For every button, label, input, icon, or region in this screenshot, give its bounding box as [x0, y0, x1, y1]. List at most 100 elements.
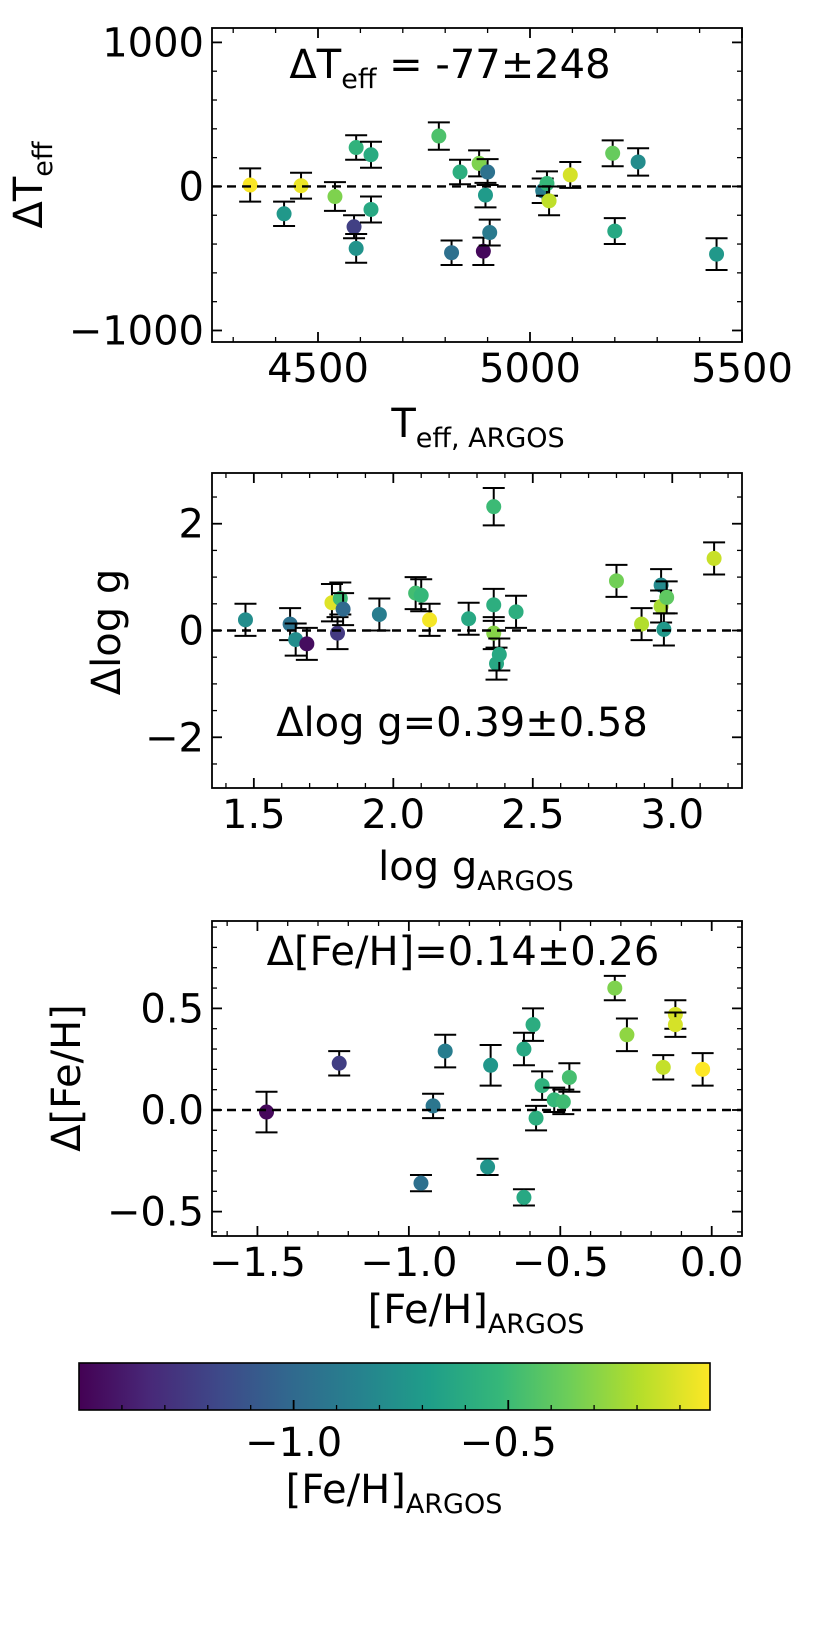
data-marker	[348, 140, 364, 156]
data-point	[345, 134, 368, 161]
data-marker	[413, 587, 429, 603]
data-marker	[706, 550, 722, 566]
x-tick-label: 0.0	[680, 1240, 744, 1286]
teff-data-points	[239, 121, 728, 271]
data-marker	[539, 176, 555, 192]
data-marker	[242, 177, 258, 193]
data-point	[368, 597, 391, 632]
x-tick-label: −1.5	[209, 1240, 306, 1286]
colorbar-tick-label: −0.5	[460, 1420, 557, 1466]
x-tick-label: 2.5	[501, 792, 565, 838]
data-marker	[276, 206, 292, 222]
data-marker	[541, 193, 557, 209]
data-marker	[486, 499, 502, 515]
data-marker	[667, 1017, 683, 1033]
data-point	[345, 232, 368, 264]
data-point	[479, 1043, 502, 1087]
data-marker	[516, 1041, 532, 1057]
data-marker	[516, 1189, 532, 1205]
y-tick-label: −0.5	[107, 1190, 204, 1236]
y-tick-label: 0	[179, 609, 204, 655]
data-marker	[482, 225, 498, 241]
data-point	[323, 181, 346, 212]
data-marker	[655, 1059, 671, 1075]
data-marker	[709, 246, 725, 262]
x-tick-label: 5000	[479, 346, 581, 392]
data-point	[440, 239, 463, 266]
data-point	[615, 1017, 638, 1053]
data-point	[255, 1090, 278, 1134]
data-point	[705, 237, 728, 271]
logg-axes: 1.5 2.0 2.5 3.0 −2 0 2	[145, 472, 743, 838]
logg-data-points	[234, 486, 726, 681]
data-marker	[413, 1175, 429, 1191]
data-point	[605, 563, 628, 598]
colorbar: −1.0 −0.5 [Fe/H]ARGOS	[78, 1362, 711, 1520]
data-point	[603, 974, 626, 1002]
x-tick-label: 1.5	[222, 792, 286, 838]
teff-annotation: ΔTeff = -77±248	[289, 42, 610, 95]
data-point	[422, 1092, 445, 1120]
data-marker	[608, 573, 624, 589]
data-marker	[259, 1104, 275, 1120]
data-marker	[508, 604, 524, 620]
data-point	[652, 1054, 675, 1081]
data-marker	[607, 223, 623, 239]
data-marker	[293, 178, 309, 194]
data-marker	[363, 147, 379, 163]
data-marker	[695, 1061, 711, 1077]
x-tick-label: 2.0	[362, 792, 426, 838]
data-point	[522, 1007, 545, 1042]
panel-logg: 1.5 2.0 2.5 3.0 −2 0 2 Δlog g=0.39±0.58 Δlog g…	[84, 472, 743, 897]
data-marker	[444, 245, 460, 261]
data-marker	[562, 167, 578, 183]
y-tick-label: −2	[145, 715, 204, 761]
data-point	[488, 637, 511, 672]
data-point	[630, 607, 653, 642]
y-tick-label: −1000	[69, 308, 204, 354]
data-point	[332, 592, 355, 627]
data-point	[691, 1052, 714, 1087]
data-point	[482, 486, 505, 527]
data-point	[360, 140, 382, 169]
data-point	[512, 1031, 535, 1067]
x-tick-label: −1.0	[360, 1240, 457, 1286]
data-point	[290, 171, 313, 200]
data-point	[360, 195, 382, 224]
data-point	[703, 541, 726, 576]
y-tick-label: 0	[179, 164, 204, 210]
data-marker	[561, 1069, 577, 1085]
data-point	[427, 121, 450, 151]
data-marker	[480, 164, 496, 180]
teff-ylabel: ΔTeff	[6, 140, 59, 228]
x-tick-label: 4500	[267, 346, 369, 392]
data-marker	[452, 164, 468, 180]
data-marker	[335, 601, 351, 617]
data-marker	[659, 589, 675, 605]
plot-frame	[211, 920, 743, 1237]
data-marker	[525, 1017, 541, 1033]
data-marker	[348, 240, 364, 256]
x-tick-label: −0.5	[512, 1240, 609, 1286]
data-point	[239, 167, 262, 203]
data-marker	[483, 1057, 499, 1073]
logg-ylabel: Δlog g	[84, 569, 130, 695]
y-tick-label: 0.0	[140, 1088, 204, 1134]
data-point	[525, 1104, 548, 1132]
data-point	[559, 160, 582, 189]
data-point	[482, 587, 505, 622]
data-point	[478, 218, 501, 247]
y-tick-label: 0.5	[140, 986, 204, 1032]
data-marker	[619, 1027, 635, 1043]
data-marker	[475, 243, 491, 259]
data-point	[505, 594, 528, 629]
data-marker	[237, 612, 253, 628]
colorbar-label: [Fe/H]ARGOS	[286, 1467, 503, 1520]
data-point	[655, 580, 678, 615]
data-marker	[480, 1159, 496, 1175]
data-point	[434, 1033, 457, 1069]
data-point	[410, 578, 433, 613]
data-marker	[486, 597, 502, 613]
data-marker	[634, 616, 650, 632]
teff-xlabel: Teff, ARGOS	[390, 401, 564, 454]
